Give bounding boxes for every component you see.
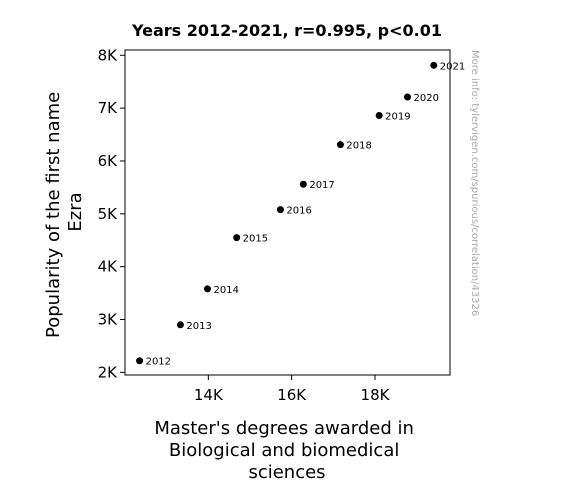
data-point [276, 206, 284, 214]
y-tick-label: 6K [98, 152, 119, 170]
data-point-label: 2021 [440, 61, 465, 72]
data-point [136, 357, 144, 365]
data-point-label: 2018 [346, 141, 371, 152]
x-tick-label: 16K [277, 386, 307, 404]
y-axis: 2K 3K 4K 5K 6K 7K 8K [98, 46, 125, 381]
y-tick-label: 2K [98, 363, 119, 381]
data-point [404, 93, 411, 101]
x-tick-label: 18K [361, 386, 391, 404]
plot-area [124, 49, 451, 376]
data-point-label: 2016 [286, 206, 311, 217]
watermark: More info: tylervigen.com/spurious/corre… [469, 50, 480, 316]
data-points: 2012 2013 2014 2015 2016 2017 2018 2019 2020 2021 [136, 61, 465, 368]
data-point [430, 61, 438, 69]
x-axis-label-line-2: Biological and biomedical [169, 440, 399, 461]
data-point [233, 234, 241, 242]
y-axis-label-line-1: Popularity of the first name [43, 92, 64, 338]
y-tick-label: 3K [98, 311, 119, 329]
data-point [204, 285, 211, 293]
data-point [176, 321, 184, 329]
x-tick-label: 14K [194, 386, 224, 404]
y-tick-label: 8K [98, 46, 119, 64]
data-point [375, 112, 383, 120]
x-axis-label: Master's degrees awarded in Biological a… [154, 418, 419, 483]
data-point-label: 2017 [309, 180, 334, 191]
x-axis-label-line-1: Master's degrees awarded in [154, 418, 414, 439]
data-point [336, 141, 344, 149]
data-point-label: 2020 [414, 93, 439, 104]
y-axis-label-line-2: Ezra [65, 192, 86, 231]
y-tick-label: 5K [98, 205, 119, 223]
y-axis-label: Popularity of the first name Ezra [43, 86, 86, 338]
y-tick-label: 7K [98, 99, 119, 117]
x-axis: 14K 16K 18K [194, 375, 391, 404]
data-point [299, 180, 307, 188]
data-point-label: 2019 [385, 112, 410, 123]
data-point-label: 2013 [186, 321, 211, 332]
x-axis-label-line-3: sciences [248, 462, 325, 483]
data-point-label: 2014 [214, 285, 239, 296]
data-point-label: 2015 [243, 234, 268, 245]
data-point-label: 2012 [146, 357, 171, 368]
chart-title: Years 2012-2021, r=0.995, p<0.01 [131, 21, 442, 40]
y-tick-label: 4K [98, 258, 119, 276]
